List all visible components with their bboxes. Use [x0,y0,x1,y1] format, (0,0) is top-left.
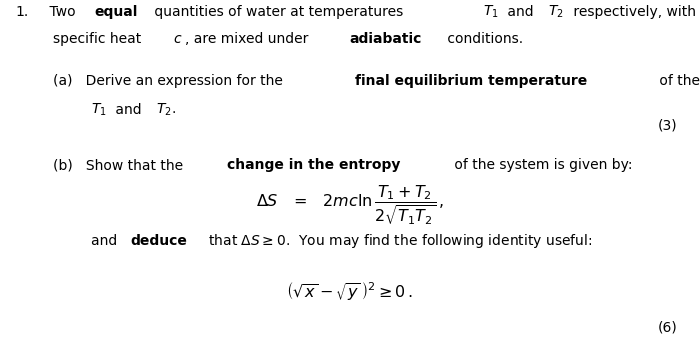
Text: $T_1$: $T_1$ [91,102,106,118]
Text: and: and [111,103,146,117]
Text: and: and [503,4,538,19]
Text: and: and [91,234,122,248]
Text: (3): (3) [658,118,678,132]
Text: change in the entropy: change in the entropy [227,158,400,172]
Text: $T_2$.: $T_2$. [157,102,176,118]
Text: specific heat: specific heat [53,32,146,46]
Text: 1.: 1. [15,4,29,19]
Text: respectively, with a mass: respectively, with a mass [568,4,700,19]
Text: (b)   Show that the: (b) Show that the [53,158,188,172]
Text: (6): (6) [658,320,678,334]
Text: (a)   Derive an expression for the: (a) Derive an expression for the [53,73,288,88]
Text: final equilibrium temperature: final equilibrium temperature [356,73,588,88]
Text: $T_1$: $T_1$ [483,3,498,20]
Text: adiabatic: adiabatic [350,32,422,46]
Text: $c$: $c$ [173,32,182,46]
Text: Two: Two [32,4,80,19]
Text: $T_2$: $T_2$ [548,3,564,20]
Text: quantities of water at temperatures: quantities of water at temperatures [150,4,408,19]
Text: $\left(\sqrt{x} - \sqrt{y}\,\right)^2 \geq 0\,.$: $\left(\sqrt{x} - \sqrt{y}\,\right)^2 \g… [286,280,414,303]
Text: deduce: deduce [130,234,188,248]
Text: that $\Delta S \geq 0$.  You may find the following identity useful:: that $\Delta S \geq 0$. You may find the… [204,232,592,250]
Text: of the system in terms of: of the system in terms of [655,73,700,88]
Text: , are mixed under: , are mixed under [185,32,313,46]
Text: equal: equal [94,4,138,19]
Text: conditions.: conditions. [443,32,523,46]
Text: $\Delta S \;\;\; = \;\;\; 2mc\ln\dfrac{T_1 + T_2}{2\sqrt{T_1 T_2}}\,,$: $\Delta S \;\;\; = \;\;\; 2mc\ln\dfrac{T… [256,184,444,227]
Text: of the system is given by:: of the system is given by: [451,158,633,172]
